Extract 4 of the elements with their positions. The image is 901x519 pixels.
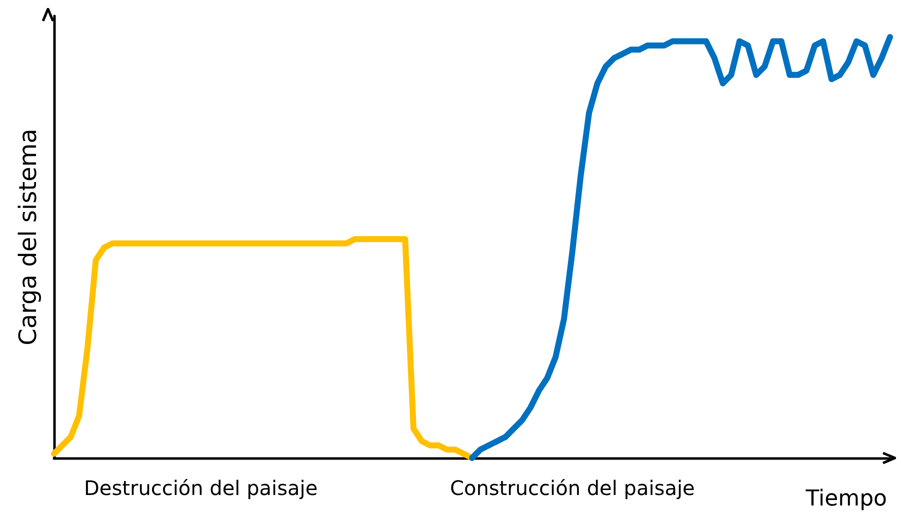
text: Destrucción del paisaje [84, 476, 318, 500]
y-axis-title: Carga del sistema [14, 128, 42, 346]
text: Construcción del paisaje [450, 476, 695, 500]
x-axis-title: Tiempo [804, 486, 887, 512]
